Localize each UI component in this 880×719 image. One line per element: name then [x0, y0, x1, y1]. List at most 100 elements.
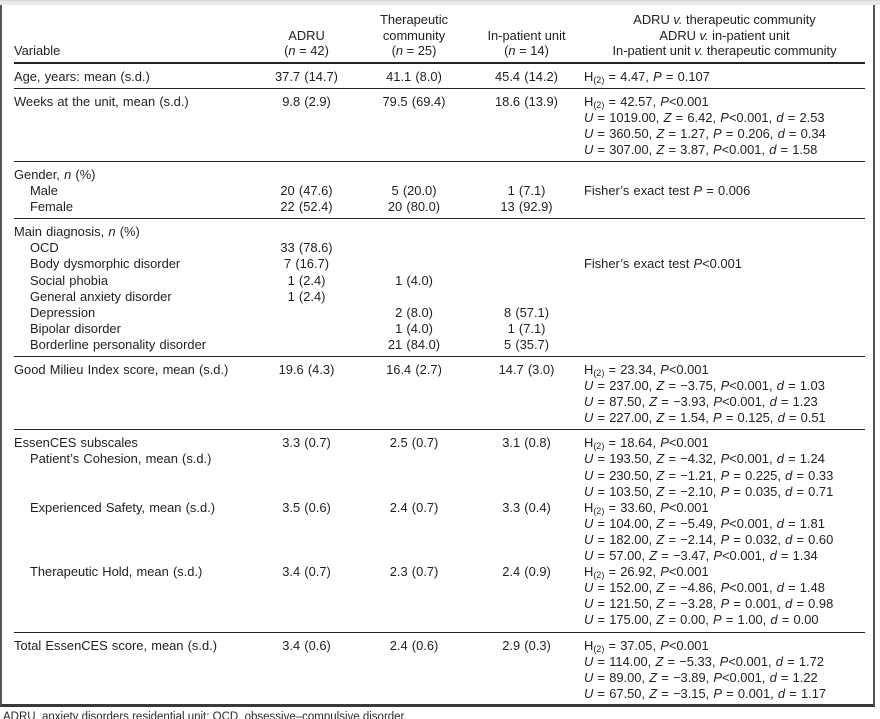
table-row: Weeks at the unit, mean (s.d.) 9.8 (2.9) 7… [14, 94, 865, 158]
header-variable: Variable [14, 43, 61, 58]
cell-inpatient-unit: 3.1 (0.8) [502, 435, 551, 451]
table-row: Total EssenCES score, mean (s.d.) 3.4 (0.… [14, 638, 865, 702]
cell-inpatient-unit: 8 (57.1) [503, 304, 550, 320]
top-border-strip [0, 0, 880, 5]
cell-inpatient-unit: 2.4 (0.9) [502, 564, 551, 580]
row-label-line: Borderline personality disorder [30, 336, 207, 352]
stat-line: U = 121.50, Z = −3.28, P = 0.001, d = 0.… [584, 596, 834, 612]
header-line: (n = 42) [284, 43, 329, 58]
stat-line: H(2) = 23.34, P<0.001 [584, 362, 709, 378]
stat-line: H(2) = 33.60, P<0.001 [584, 499, 709, 516]
row-label: Male [14, 183, 254, 199]
stat-line: U = 193.50, Z = −4.32, P<0.001, d = 1.24 [584, 451, 825, 467]
cell-inpatient-unit: 13 (92.9) [500, 199, 553, 215]
table-section: Weeks at the unit, mean (s.d.) 9.8 (2.9) 7… [14, 89, 865, 162]
row-label: Experienced Safety, mean (s.d.) [14, 500, 254, 516]
cell-therapeutic-community: 2.4 (0.6) [389, 637, 439, 653]
row-label: Main diagnosis, n (%) [14, 224, 254, 240]
stat-line: U = 360.50, Z = 1.27, P = 0.206, d = 0.3… [584, 125, 826, 141]
row-label: Gender, n (%) [14, 167, 254, 183]
stat-line: U = 237.00, Z = −3.75, P<0.001, d = 1.03 [584, 378, 825, 394]
cell-therapeutic-community: 2.3 (0.7) [389, 564, 439, 580]
row-label: Age, years: mean (s.d.) [14, 69, 254, 85]
row-label-line: Experienced Safety, mean (s.d.) [30, 499, 215, 515]
table-section: EssenCES subscales Patient’s Cohesion, me… [14, 430, 865, 633]
table-row: General anxiety disorder 1 (2.4) [14, 289, 865, 305]
stat-line: H(2) = 4.47, P = 0.107 [584, 68, 710, 85]
cell-therapeutic-community: 20 (80.0) [387, 199, 441, 215]
cell-therapeutic-community: 2.5 (0.7) [389, 435, 439, 451]
cell-inpatient-unit: 45.4 (14.2) [495, 68, 558, 84]
cell-inpatient-unit: 18.6 (13.9) [495, 93, 558, 109]
cell-adru: 20 (47.6) [280, 183, 333, 199]
cell-therapeutic-community: 2 (8.0) [395, 304, 433, 320]
cell-stats: Fisher’s exact test P<0.001 [584, 256, 865, 272]
table-row: Borderline personality disorder 21 (84.0)… [14, 337, 865, 353]
row-label: OCD [14, 240, 254, 256]
cell-adru: 33 (78.6) [280, 240, 333, 256]
cell-adru: 3.3 (0.7) [282, 435, 331, 451]
cell-adru: 3.4 (0.6) [282, 637, 331, 653]
row-label: Female [14, 199, 254, 215]
cell-inpatient-unit: 1 (7.1) [507, 183, 546, 199]
table-section: Total EssenCES score, mean (s.d.) 3.4 (0.… [14, 633, 865, 704]
comparison-header-line: In-patient unit v. therapeutic community [612, 43, 837, 58]
row-label-line: Gender, n (%) [14, 166, 96, 182]
table-row: EssenCES subscales Patient’s Cohesion, me… [14, 435, 865, 499]
header-line: (n = 14) [504, 43, 549, 58]
cell-adru: 9.8 (2.9) [282, 93, 331, 109]
row-label-line: Body dysmorphic disorder [30, 256, 181, 272]
cell-therapeutic-community: 41.1 (8.0) [386, 68, 442, 84]
row-label-line2: Patient’s Cohesion, mean (s.d.) [30, 451, 212, 467]
table-header: Variable ADRU (n = 42) Therapeutic communi… [14, 5, 865, 64]
table-section: Main diagnosis, n (%) OCD 33 (78.6) Body dy… [14, 219, 865, 357]
cell-therapeutic-community: 1 (4.0) [395, 320, 433, 336]
stat-line: H(2) = 37.05, P<0.001 [584, 637, 709, 654]
row-label: General anxiety disorder [14, 289, 254, 305]
header-col-inpatient-unit: In-patient unit (n = 14) [469, 28, 584, 59]
row-label-line: OCD [30, 240, 59, 256]
cell-adru: 3.5 (0.6) [282, 499, 331, 515]
row-label: Good Milieu Index score, mean (s.d.) [14, 362, 254, 378]
header-line: community [382, 27, 446, 43]
header-line: In-patient unit [487, 27, 566, 43]
stat-line: U = 307.00, Z = 3.87, P<0.001, d = 1.58 [584, 141, 818, 157]
header-col-comparisons: ADRU v. therapeutic community ADRU v. in-… [584, 12, 865, 59]
header-line: ADRU [288, 27, 325, 43]
cell-stats: Fisher’s exact test P = 0.006 [584, 183, 865, 199]
row-label: Body dysmorphic disorder [14, 256, 254, 272]
row-label-line: Good Milieu Index score, mean (s.d.) [14, 362, 229, 377]
table-row: Social phobia 1 (2.4) 1 (4.0) [14, 273, 865, 289]
cell-inpatient-unit: 3.3 (0.4) [502, 499, 551, 515]
stat-line: Fisher’s exact test P<0.001 [584, 256, 742, 272]
stat-line: U = 103.50, Z = −2.10, P = 0.035, d = 0.… [584, 483, 834, 499]
row-label-line: Bipolar disorder [30, 320, 121, 336]
stat-line: U = 152.00, Z = −4.86, P<0.001, d = 1.48 [584, 580, 825, 596]
row-label: Weeks at the unit, mean (s.d.) [14, 94, 254, 110]
header-line: (n = 25) [391, 43, 437, 58]
stat-line: Fisher’s exact test P = 0.006 [584, 183, 751, 199]
cell-adru: 22 (52.4) [280, 199, 333, 215]
cell-stats: H(2) = 42.57, P<0.001 U = 1019.00, Z = 6.… [584, 94, 865, 158]
cell-inpatient-unit: 1 (7.1) [507, 320, 546, 336]
cell-inpatient-unit: 14.7 (3.0) [498, 362, 555, 377]
cell-therapeutic-community: 2.4 (0.7) [389, 499, 439, 515]
row-label: Bipolar disorder [14, 321, 254, 337]
row-label-line: Age, years: mean (s.d.) [14, 68, 150, 84]
cell-therapeutic-community: 1 (4.0) [395, 272, 433, 288]
comparison-header-line: ADRU v. in-patient unit [659, 27, 790, 43]
stat-line: U = 175.00, Z = 0.00, P = 1.00, d = 0.00 [584, 612, 819, 628]
table-row: Age, years: mean (s.d.) 37.7 (14.7) 41.1 (… [14, 69, 865, 85]
row-label: EssenCES subscales Patient’s Cohesion, me… [14, 435, 254, 467]
stat-line: U = 57.00, Z = −3.47, P<0.001, d = 1.34 [584, 548, 818, 564]
cell-therapeutic-community: 21 (84.0) [387, 336, 441, 352]
table-row: OCD 33 (78.6) [14, 240, 865, 256]
table-section: Age, years: mean (s.d.) 37.7 (14.7) 41.1 (… [14, 64, 865, 89]
row-label-line: General anxiety disorder [30, 288, 172, 304]
table-frame: Variable ADRU (n = 42) Therapeutic communi… [0, 5, 875, 707]
cell-inpatient-unit: 2.9 (0.3) [502, 637, 551, 653]
row-label: Total EssenCES score, mean (s.d.) [14, 638, 254, 654]
stat-line: U = 1019.00, Z = 6.42, P<0.001, d = 2.53 [584, 109, 825, 125]
cell-stats: H(2) = 33.60, P<0.001 U = 104.00, Z = −5.… [584, 500, 865, 564]
